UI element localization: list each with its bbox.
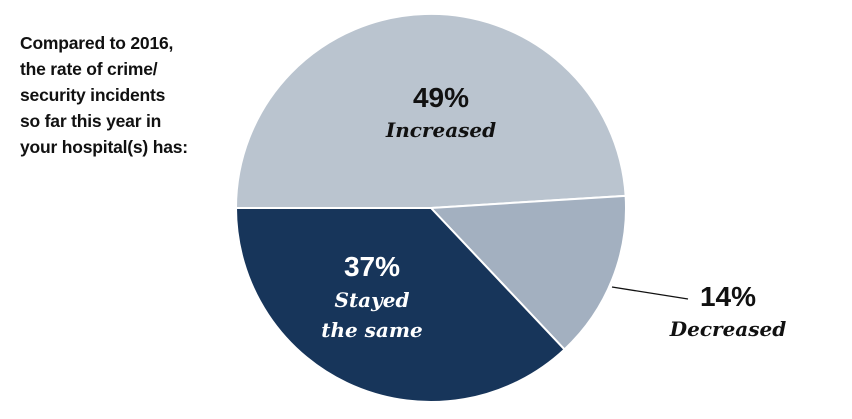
pie-slice-stayed-the-same	[234, 207, 566, 403]
slice-value-label-stayed-the-same: 37%	[344, 251, 400, 282]
pie-slice-decreased	[428, 194, 628, 351]
slice-value-label-decreased: 14%	[700, 281, 756, 312]
slice-value-label-increased: 49%	[413, 82, 469, 113]
question-line: the rate of crime/	[20, 59, 158, 79]
question-line: Compared to 2016,	[20, 33, 174, 53]
slice-category-label-increased: Increased	[385, 118, 496, 142]
question-line: security incidents	[20, 85, 166, 105]
slice-category-label-stayed-the-same: Stayed	[335, 288, 410, 312]
question-line: so far this year in	[20, 111, 162, 131]
question-line: your hospital(s) has:	[20, 137, 188, 157]
slice-category-label-decreased: Decreased	[669, 317, 786, 341]
pie-slice-increased	[234, 13, 627, 209]
question-text: Compared to 2016, the rate of crime/ sec…	[20, 30, 235, 160]
leader-line-decreased	[611, 286, 689, 300]
slice-category-label-stayed-the-same: the same	[321, 318, 423, 342]
